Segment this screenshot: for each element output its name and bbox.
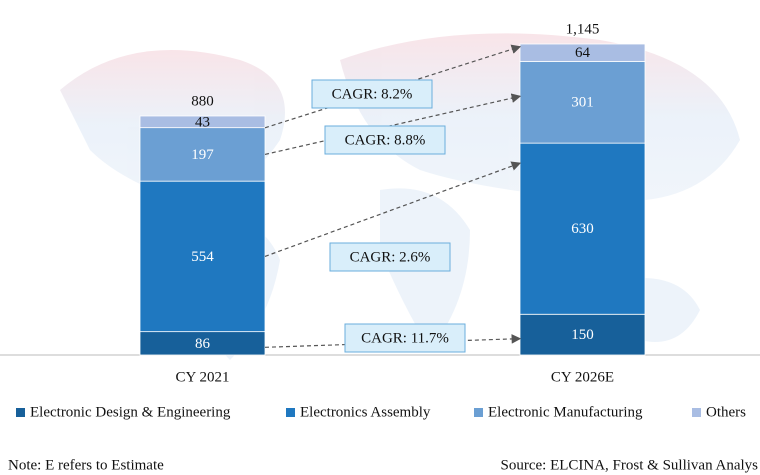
- annotation-box: [324, 125, 446, 155]
- x-tick-label: CY 2021: [175, 369, 229, 385]
- bar-segment: [519, 142, 646, 315]
- annotation-box: [329, 242, 451, 272]
- annotation: CAGR: 8.8%: [345, 132, 426, 148]
- bar-segment: [139, 115, 266, 129]
- data-label: 301: [571, 95, 594, 111]
- legend-swatch: [474, 408, 483, 417]
- bar-segment: [519, 60, 646, 144]
- bar-segment: [139, 127, 266, 182]
- data-label: 197: [191, 147, 214, 163]
- annotation: CAGR: 11.7%: [361, 330, 449, 346]
- bar-segment: [519, 313, 646, 356]
- legend-label: Electronics Assembly: [300, 404, 431, 420]
- data-label: 150: [571, 327, 594, 343]
- bar-segment: [139, 180, 266, 333]
- data-label: 554: [191, 249, 214, 265]
- legend-label: Electronic Design & Engineering: [30, 404, 231, 420]
- legend-swatch: [16, 408, 25, 417]
- legend-swatch: [286, 408, 295, 417]
- x-tick-label: CY 2026E: [551, 369, 614, 385]
- note: Note: E refers to Estimate: [8, 457, 164, 473]
- annotation: CAGR: 8.2%: [332, 86, 413, 102]
- growth-arrow: [264, 93, 522, 155]
- legend-label: Electronic Manufacturing: [488, 404, 643, 420]
- legend-label: Others: [706, 404, 746, 420]
- annotation: CAGR: 2.6%: [350, 249, 431, 265]
- data-label: 86: [195, 336, 211, 352]
- legend-swatch: [692, 408, 701, 417]
- data-label: 64: [575, 45, 591, 61]
- annotation-box: [344, 323, 466, 353]
- source: Source: ELCINA, Frost & Sullivan Analys: [501, 457, 759, 473]
- total-label: 880: [191, 93, 214, 109]
- data-label: 43: [195, 114, 210, 130]
- total-label: 1,145: [566, 21, 600, 37]
- growth-arrow: [264, 161, 522, 257]
- data-label: 630: [571, 221, 594, 237]
- annotation-box: [311, 79, 433, 109]
